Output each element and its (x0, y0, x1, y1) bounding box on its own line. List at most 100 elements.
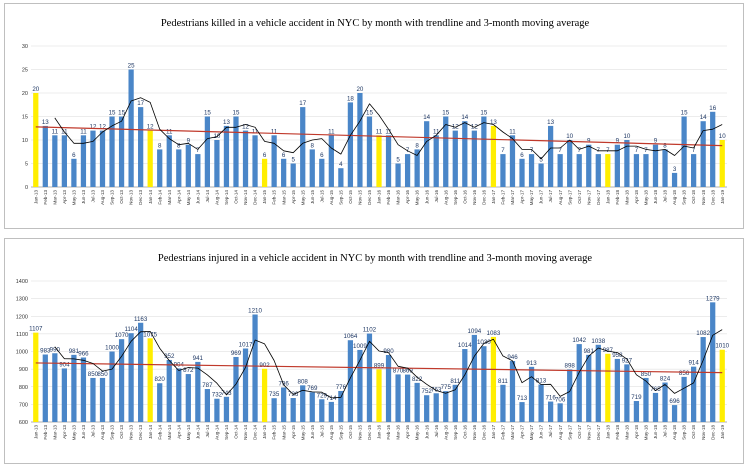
bar (624, 364, 630, 422)
data-label: 787 (202, 382, 213, 389)
y-tick-label: 600 (19, 420, 28, 426)
data-label: 1082 (696, 330, 710, 337)
data-label: 1038 (591, 338, 605, 345)
bar (576, 154, 582, 187)
data-label: 1104 (124, 326, 138, 333)
data-label: 5 (291, 157, 295, 164)
data-label: 13 (42, 119, 49, 126)
y-tick-label: 1300 (16, 297, 28, 303)
bar (204, 389, 211, 422)
x-tick-label: Mar-13 (52, 425, 57, 440)
data-label: 1064 (344, 333, 358, 340)
data-label: 6 (72, 152, 76, 159)
x-tick-label: Aug-18 (672, 190, 677, 205)
bar (414, 149, 420, 187)
bar (462, 121, 468, 187)
bar (490, 336, 497, 422)
data-label: 981 (584, 348, 595, 355)
data-label: 8 (311, 142, 315, 149)
x-tick-label: Apr-18 (634, 425, 639, 439)
x-tick-label: Jun-14 (195, 425, 200, 439)
data-label: 15 (681, 110, 688, 117)
x-tick-label: Jul-14 (205, 190, 210, 203)
x-tick-label: Jun-18 (653, 425, 658, 439)
data-label: 983 (40, 347, 51, 354)
bar (471, 130, 477, 187)
y-tick-label: 10 (22, 138, 28, 144)
data-label: 9 (654, 138, 658, 145)
data-label: 10 (719, 133, 726, 140)
x-tick-label: Mar-17 (510, 190, 515, 205)
x-tick-label: Dec-18 (710, 190, 715, 205)
x-tick-label: Jan-15 (262, 190, 267, 204)
data-label: 12 (90, 124, 97, 131)
bar (300, 385, 306, 422)
killed-chart-panel: Pedestrians killed in a vehicle accident… (4, 3, 744, 229)
bar (223, 125, 230, 187)
data-label: 913 (526, 360, 537, 367)
bar (290, 163, 296, 187)
x-tick-label: Mar-17 (510, 425, 515, 440)
x-tick-label: Nov-17 (586, 425, 591, 440)
chart-title: Pedestrians injured in a vehicle acciden… (158, 253, 593, 264)
x-tick-label: Nov-17 (586, 190, 591, 205)
x-tick-label: Jul-18 (663, 425, 668, 438)
x-tick-label: Jul-16 (434, 190, 439, 203)
bar (42, 125, 48, 187)
bar (481, 116, 487, 187)
x-tick-label: May-18 (644, 190, 649, 206)
x-tick-label: Apr-13 (62, 190, 67, 204)
data-label: 13 (223, 119, 230, 126)
bar (42, 354, 48, 422)
data-label: 5 (539, 157, 543, 164)
data-label: 6 (263, 152, 267, 159)
bar (309, 392, 315, 422)
x-tick-label: Jan-14 (148, 425, 153, 439)
bar (633, 154, 640, 187)
x-tick-label: Sep-15 (338, 425, 343, 440)
x-tick-label: Oct-14 (234, 425, 239, 439)
y-tick-label: 30 (22, 44, 28, 50)
data-label: 1083 (487, 330, 501, 337)
bar (404, 374, 411, 422)
data-label: 850 (97, 371, 108, 378)
data-label: 20 (356, 86, 363, 93)
data-label: 6 (320, 152, 324, 159)
bar (52, 353, 58, 422)
bar (614, 144, 620, 187)
x-tick-label: Jul-13 (91, 425, 96, 438)
x-tick-label: Jul-17 (548, 425, 553, 438)
bar (99, 377, 106, 422)
data-label: 869 (402, 368, 413, 375)
x-tick-label: Sep-18 (682, 425, 687, 440)
data-label: 775 (441, 384, 452, 391)
bar (481, 346, 487, 422)
data-label: 6 (282, 152, 286, 159)
x-tick-label: Aug-13 (100, 190, 105, 205)
bar (595, 154, 601, 187)
data-label: 11 (433, 128, 440, 135)
bar (347, 102, 354, 187)
x-tick-label: Jan-17 (491, 190, 496, 204)
bar (290, 398, 296, 422)
x-tick-label: Dec-13 (138, 190, 143, 205)
x-tick-label: Feb-13 (43, 190, 48, 205)
bar (424, 121, 430, 187)
x-tick-label: Jan-17 (491, 425, 496, 439)
bar (261, 368, 268, 422)
x-tick-label: Oct-15 (348, 190, 353, 204)
x-tick-label: Apr-15 (291, 190, 296, 204)
x-tick-label: Apr-18 (634, 190, 639, 204)
data-label: 9 (616, 138, 620, 145)
x-tick-label: Apr-13 (62, 425, 67, 439)
bar (166, 359, 172, 422)
y-tick-label: 700 (19, 402, 28, 408)
data-label: 729 (317, 392, 328, 399)
data-label: 820 (155, 376, 166, 383)
data-label: 11 (252, 128, 259, 135)
bar (71, 158, 77, 187)
x-tick-label: Aug-15 (329, 190, 334, 205)
bar (700, 337, 706, 422)
bar (157, 149, 163, 187)
x-tick-label: Sep-13 (110, 190, 115, 205)
